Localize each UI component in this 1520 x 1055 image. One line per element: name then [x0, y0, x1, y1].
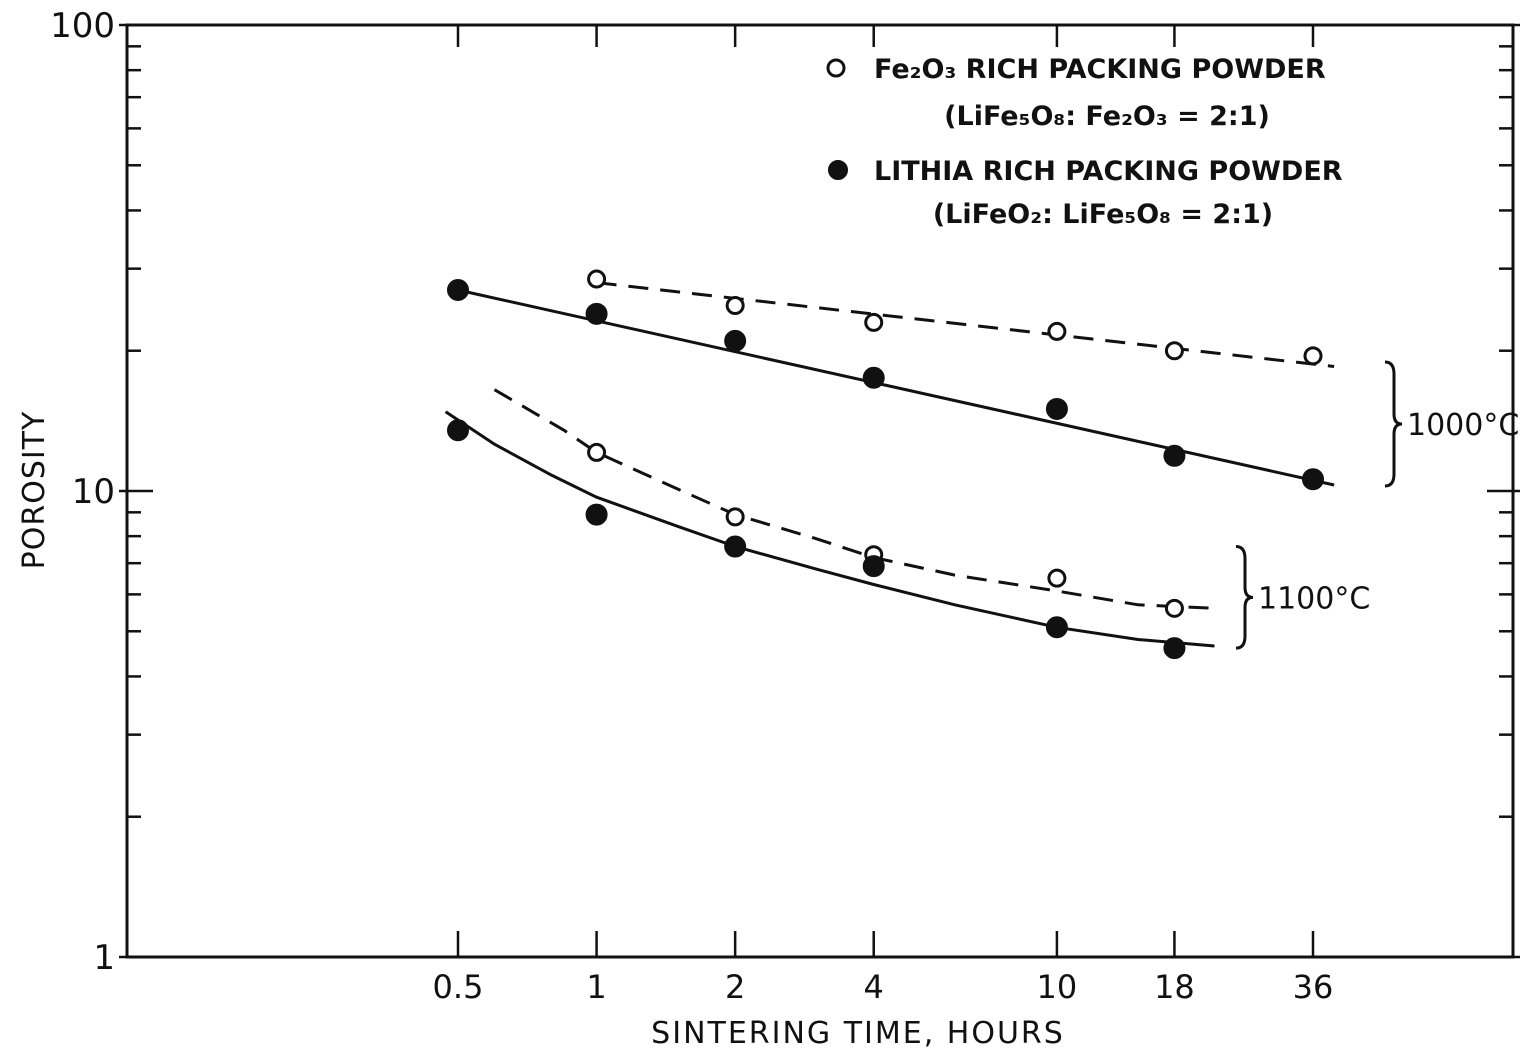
- fit-line-series-2: [493, 388, 1215, 610]
- legend: Fe₂O₃ RICH PACKING POWDER (LiFe₅O₈: Fe₂O…: [826, 54, 1343, 230]
- legend-filled-circle-marker: [828, 160, 848, 180]
- open-point-series-0: [1047, 321, 1067, 341]
- open-point-series-2: [725, 507, 745, 527]
- legend-label-fe2o3: Fe₂O₃ RICH PACKING POWDER: [874, 54, 1326, 85]
- filled-point-series-3: [862, 555, 885, 578]
- x-tick-label: 10: [1037, 968, 1078, 1006]
- legend-sublabel-fe2o3: (LiFe₅O₈: Fe₂O₃ = 2:1): [944, 101, 1270, 132]
- x-tick-label: 4: [864, 968, 884, 1006]
- data-points: [447, 269, 1324, 660]
- x-tick-label: 18: [1154, 968, 1195, 1006]
- filled-point-series-1: [585, 302, 608, 325]
- legend-sublabel-lithia: (LiFeO₂: LiFe₅O₈ = 2:1): [933, 199, 1273, 230]
- legend-label-lithia: LITHIA RICH PACKING POWDER: [874, 156, 1343, 187]
- open-point-series-2: [1047, 568, 1067, 588]
- fit-lines: [444, 281, 1335, 648]
- x-tick-label: 2: [725, 968, 745, 1006]
- open-point-series-0: [725, 296, 745, 316]
- fit-line-series-0: [596, 281, 1335, 368]
- x-tick-label: 1: [586, 968, 606, 1006]
- filled-point-series-1: [862, 366, 885, 389]
- open-point-series-0: [1164, 341, 1184, 361]
- x-tick-label: 36: [1293, 968, 1334, 1006]
- bracket-1: [1235, 545, 1254, 650]
- filled-point-series-3: [585, 503, 608, 526]
- open-point-series-0: [587, 269, 607, 289]
- y-tick-label: 10: [72, 472, 115, 512]
- y-tick-label: 1: [93, 938, 115, 978]
- filled-point-series-3: [1163, 637, 1186, 660]
- filled-point-series-1: [1302, 468, 1324, 491]
- fit-line-series-3: [444, 410, 1215, 648]
- open-point-series-2: [587, 442, 607, 462]
- open-point-series-0: [1303, 346, 1323, 366]
- temperature-brackets: 1000°C 1100°C: [1235, 360, 1519, 650]
- x-axis-label: SINTERING TIME, HOURS: [651, 1016, 1065, 1051]
- y-axis-ticks: 1 10 100: [50, 6, 1520, 978]
- y-axis-label: POROSITY: [17, 411, 52, 570]
- filled-point-series-3: [1045, 616, 1068, 639]
- filled-point-series-1: [1045, 397, 1068, 420]
- filled-point-series-3: [447, 419, 469, 442]
- x-tick-label: 0.5: [433, 968, 484, 1006]
- group-label: 1000°C: [1407, 408, 1519, 443]
- fit-line-series-1: [457, 288, 1335, 487]
- y-tick-label: 100: [50, 6, 115, 46]
- filled-point-series-1: [724, 329, 747, 352]
- bracket-0: [1384, 360, 1403, 488]
- open-point-series-2: [1164, 598, 1184, 618]
- filled-point-series-3: [724, 535, 747, 558]
- filled-point-series-1: [447, 278, 469, 301]
- filled-point-series-1: [1163, 444, 1186, 467]
- open-point-series-0: [864, 312, 884, 332]
- legend-open-circle-marker: [826, 58, 846, 78]
- x-axis-ticks: 0.5 1 2 4 10 18 36: [433, 25, 1334, 1006]
- group-label: 1100°C: [1258, 581, 1370, 616]
